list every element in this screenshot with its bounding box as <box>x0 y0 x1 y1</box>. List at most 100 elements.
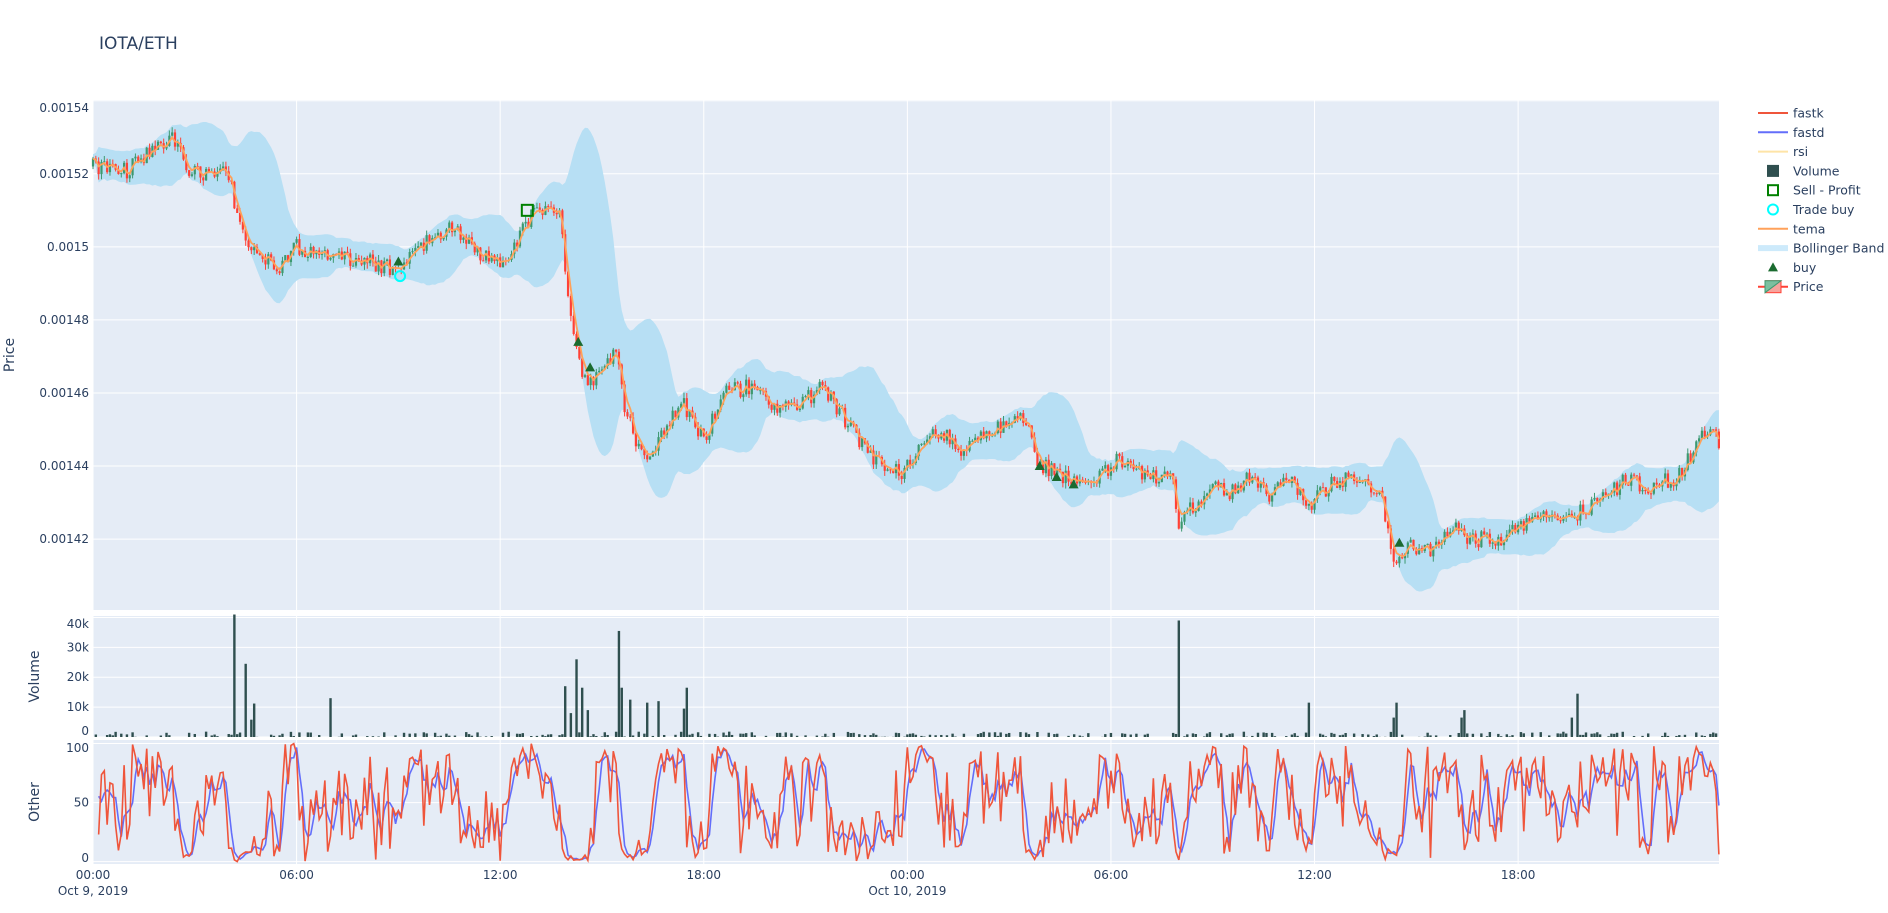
volume-bar <box>731 735 733 737</box>
volume-bar <box>1562 732 1564 737</box>
legend-item-tema[interactable]: tema <box>1758 221 1825 236</box>
volume-bar <box>615 732 617 737</box>
volume-bar <box>516 734 518 737</box>
volume-bar <box>476 732 478 737</box>
volume-bar <box>1678 735 1680 737</box>
candle-body <box>725 386 727 393</box>
volume-bar <box>751 732 753 737</box>
volume-bar <box>273 736 275 737</box>
volume-bar <box>448 736 450 737</box>
candle-body <box>587 375 589 385</box>
candle-body <box>171 132 173 135</box>
candle-body <box>536 207 538 208</box>
volume-bar <box>233 615 235 737</box>
volume-bar <box>1291 735 1293 737</box>
legend-item-price[interactable]: Price <box>1758 279 1824 294</box>
volume-bar <box>1209 732 1211 737</box>
volume-bar <box>1344 733 1346 737</box>
legend-label: fastd <box>1793 125 1824 140</box>
volume-bar <box>307 732 309 737</box>
candle-body <box>1701 431 1703 439</box>
volume-bar <box>1195 734 1197 737</box>
volume-bar <box>847 732 849 737</box>
candle-body <box>1650 493 1652 494</box>
legend-item-bollinger-band[interactable]: Bollinger Band <box>1758 241 1884 256</box>
candle-body <box>584 375 586 377</box>
price-y-tick-label: 0.00144 <box>39 459 89 473</box>
volume-bar <box>1257 733 1259 737</box>
volume-bar <box>739 734 741 737</box>
price-y-tick-label: 0.00142 <box>39 532 89 546</box>
candle-body <box>615 350 617 352</box>
volume-bar <box>1460 718 1462 737</box>
volume-bar <box>963 734 965 737</box>
candle-body <box>1633 475 1635 476</box>
legend-item-fastk[interactable]: fastk <box>1758 106 1824 121</box>
volume-bar <box>1172 733 1174 737</box>
legend-item-trade-buy[interactable]: Trade buy <box>1768 202 1855 217</box>
volume-bar <box>946 735 948 737</box>
volume-bar <box>109 734 111 737</box>
candle-body <box>1135 469 1137 470</box>
volume-bar <box>550 734 552 737</box>
volume-bar <box>522 733 524 737</box>
volume-bar <box>663 735 665 737</box>
legend-item-rsi[interactable]: rsi <box>1758 144 1808 159</box>
volume-bar <box>1393 718 1395 737</box>
volume-bar <box>753 735 755 737</box>
legend-label: buy <box>1793 260 1817 275</box>
bollinger-legend-icon <box>1758 245 1788 251</box>
volume-bar <box>790 733 792 737</box>
volume-bar <box>1319 734 1321 737</box>
candle-body <box>737 382 739 383</box>
volume-bar <box>1229 734 1231 737</box>
volume-bar <box>253 704 255 737</box>
volume-bar <box>1593 733 1595 737</box>
legend-item-sell-profit[interactable]: Sell - Profit <box>1768 183 1861 198</box>
volume-bar <box>1036 732 1038 737</box>
candle-body <box>1181 522 1183 529</box>
volume-bar <box>1401 735 1403 737</box>
x-tick-label: 06:00 <box>279 868 314 882</box>
legend-item-volume[interactable]: Volume <box>1767 163 1840 178</box>
volume-bar <box>1135 734 1137 737</box>
candle-body <box>697 427 699 436</box>
candle-body <box>847 426 849 427</box>
volume-bar <box>290 732 292 737</box>
volume-bar <box>423 732 425 737</box>
legend[interactable]: fastk fastd rsi Volume Sell - Profit Trade bu… <box>1758 106 1884 295</box>
x-tick-label: 12:00 <box>483 868 518 882</box>
volume-bar <box>485 736 487 737</box>
volume-bar <box>1081 736 1083 737</box>
candle-body <box>1410 540 1412 543</box>
candle-body <box>1667 473 1669 487</box>
volume-bar <box>1305 733 1307 737</box>
volume-bar <box>1274 736 1276 737</box>
candle-body <box>742 394 744 397</box>
volume-bar <box>1333 734 1335 737</box>
candle-body <box>1559 520 1561 521</box>
price-y-tick-label: 0.00148 <box>39 313 89 327</box>
volume-bar <box>1079 736 1081 737</box>
legend-item-buy[interactable]: buy <box>1768 260 1817 275</box>
volume-bar <box>1667 736 1669 737</box>
volume-bar <box>394 735 396 737</box>
volume-bar <box>1579 735 1581 737</box>
volume-bar <box>1056 734 1058 737</box>
volume-bar <box>1695 732 1697 737</box>
volume-bar <box>168 735 170 737</box>
volume-bar <box>629 700 631 737</box>
volume-bar <box>1262 732 1264 737</box>
volume-bar <box>1087 733 1089 737</box>
volume-bar <box>776 733 778 737</box>
candle-body <box>635 433 637 446</box>
legend-label: Trade buy <box>1792 202 1855 217</box>
legend-label: Price <box>1793 279 1824 294</box>
price-y-tick-label: 0.00154 <box>39 101 89 115</box>
candle-body <box>1641 490 1643 491</box>
volume-bar <box>796 736 798 737</box>
legend-item-fastd[interactable]: fastd <box>1758 125 1824 140</box>
candle-body <box>909 460 911 465</box>
volume-bar <box>366 736 368 737</box>
